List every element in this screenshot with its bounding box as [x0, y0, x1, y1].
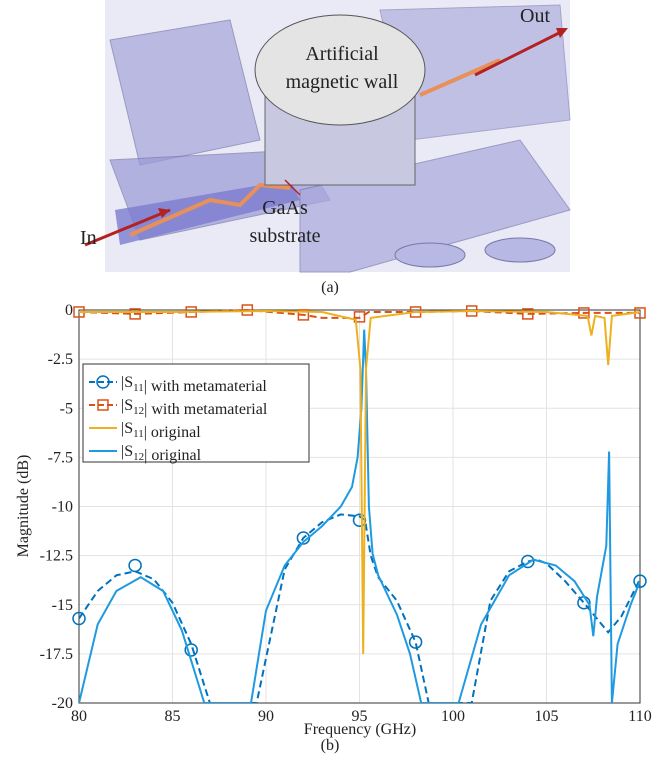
- caption: (a): [321, 279, 339, 296]
- x-tick-label: 100: [441, 708, 465, 725]
- y-tick-label: -17.5: [40, 646, 73, 663]
- label: In: [80, 227, 97, 249]
- caption: (b): [321, 737, 340, 754]
- y-tick-label: -10: [52, 499, 73, 516]
- x-tick-label: 80: [71, 708, 87, 725]
- label: Out: [520, 5, 550, 27]
- figure: Artificial magnetic wall Out In GaAs sub…: [0, 0, 660, 754]
- y-tick-label: -12.5: [40, 548, 73, 565]
- y-tick-label: -20: [52, 695, 73, 712]
- label: Artificial: [305, 43, 379, 65]
- x-tick-label: 105: [535, 708, 559, 725]
- legend-label: |S11| with metamaterial: [121, 374, 267, 395]
- x-tick-label: 90: [258, 708, 274, 725]
- y-axis-label: Magnitude (dB): [15, 455, 32, 558]
- y-tick-label: 0: [65, 302, 73, 319]
- legend-label: |S11| original: [121, 420, 201, 441]
- y-tick-label: -2.5: [48, 351, 73, 368]
- render-3d: [85, 0, 570, 272]
- marker: [129, 559, 141, 571]
- x-tick-label: 110: [628, 708, 651, 725]
- y-tick-label: -5: [60, 400, 73, 417]
- y-tick-label: -15: [52, 597, 73, 614]
- label: GaAs: [262, 197, 308, 219]
- label: magnetic wall: [286, 71, 399, 93]
- label: substrate: [249, 225, 320, 247]
- x-tick-label: 85: [165, 708, 181, 725]
- page: {"figure_a": {"labels": {"wall_1": "Arti…: [0, 0, 660, 759]
- y-tick-label: -7.5: [48, 449, 73, 466]
- legend-label: |S12| original: [121, 443, 202, 464]
- x-tick-label: 95: [352, 708, 368, 725]
